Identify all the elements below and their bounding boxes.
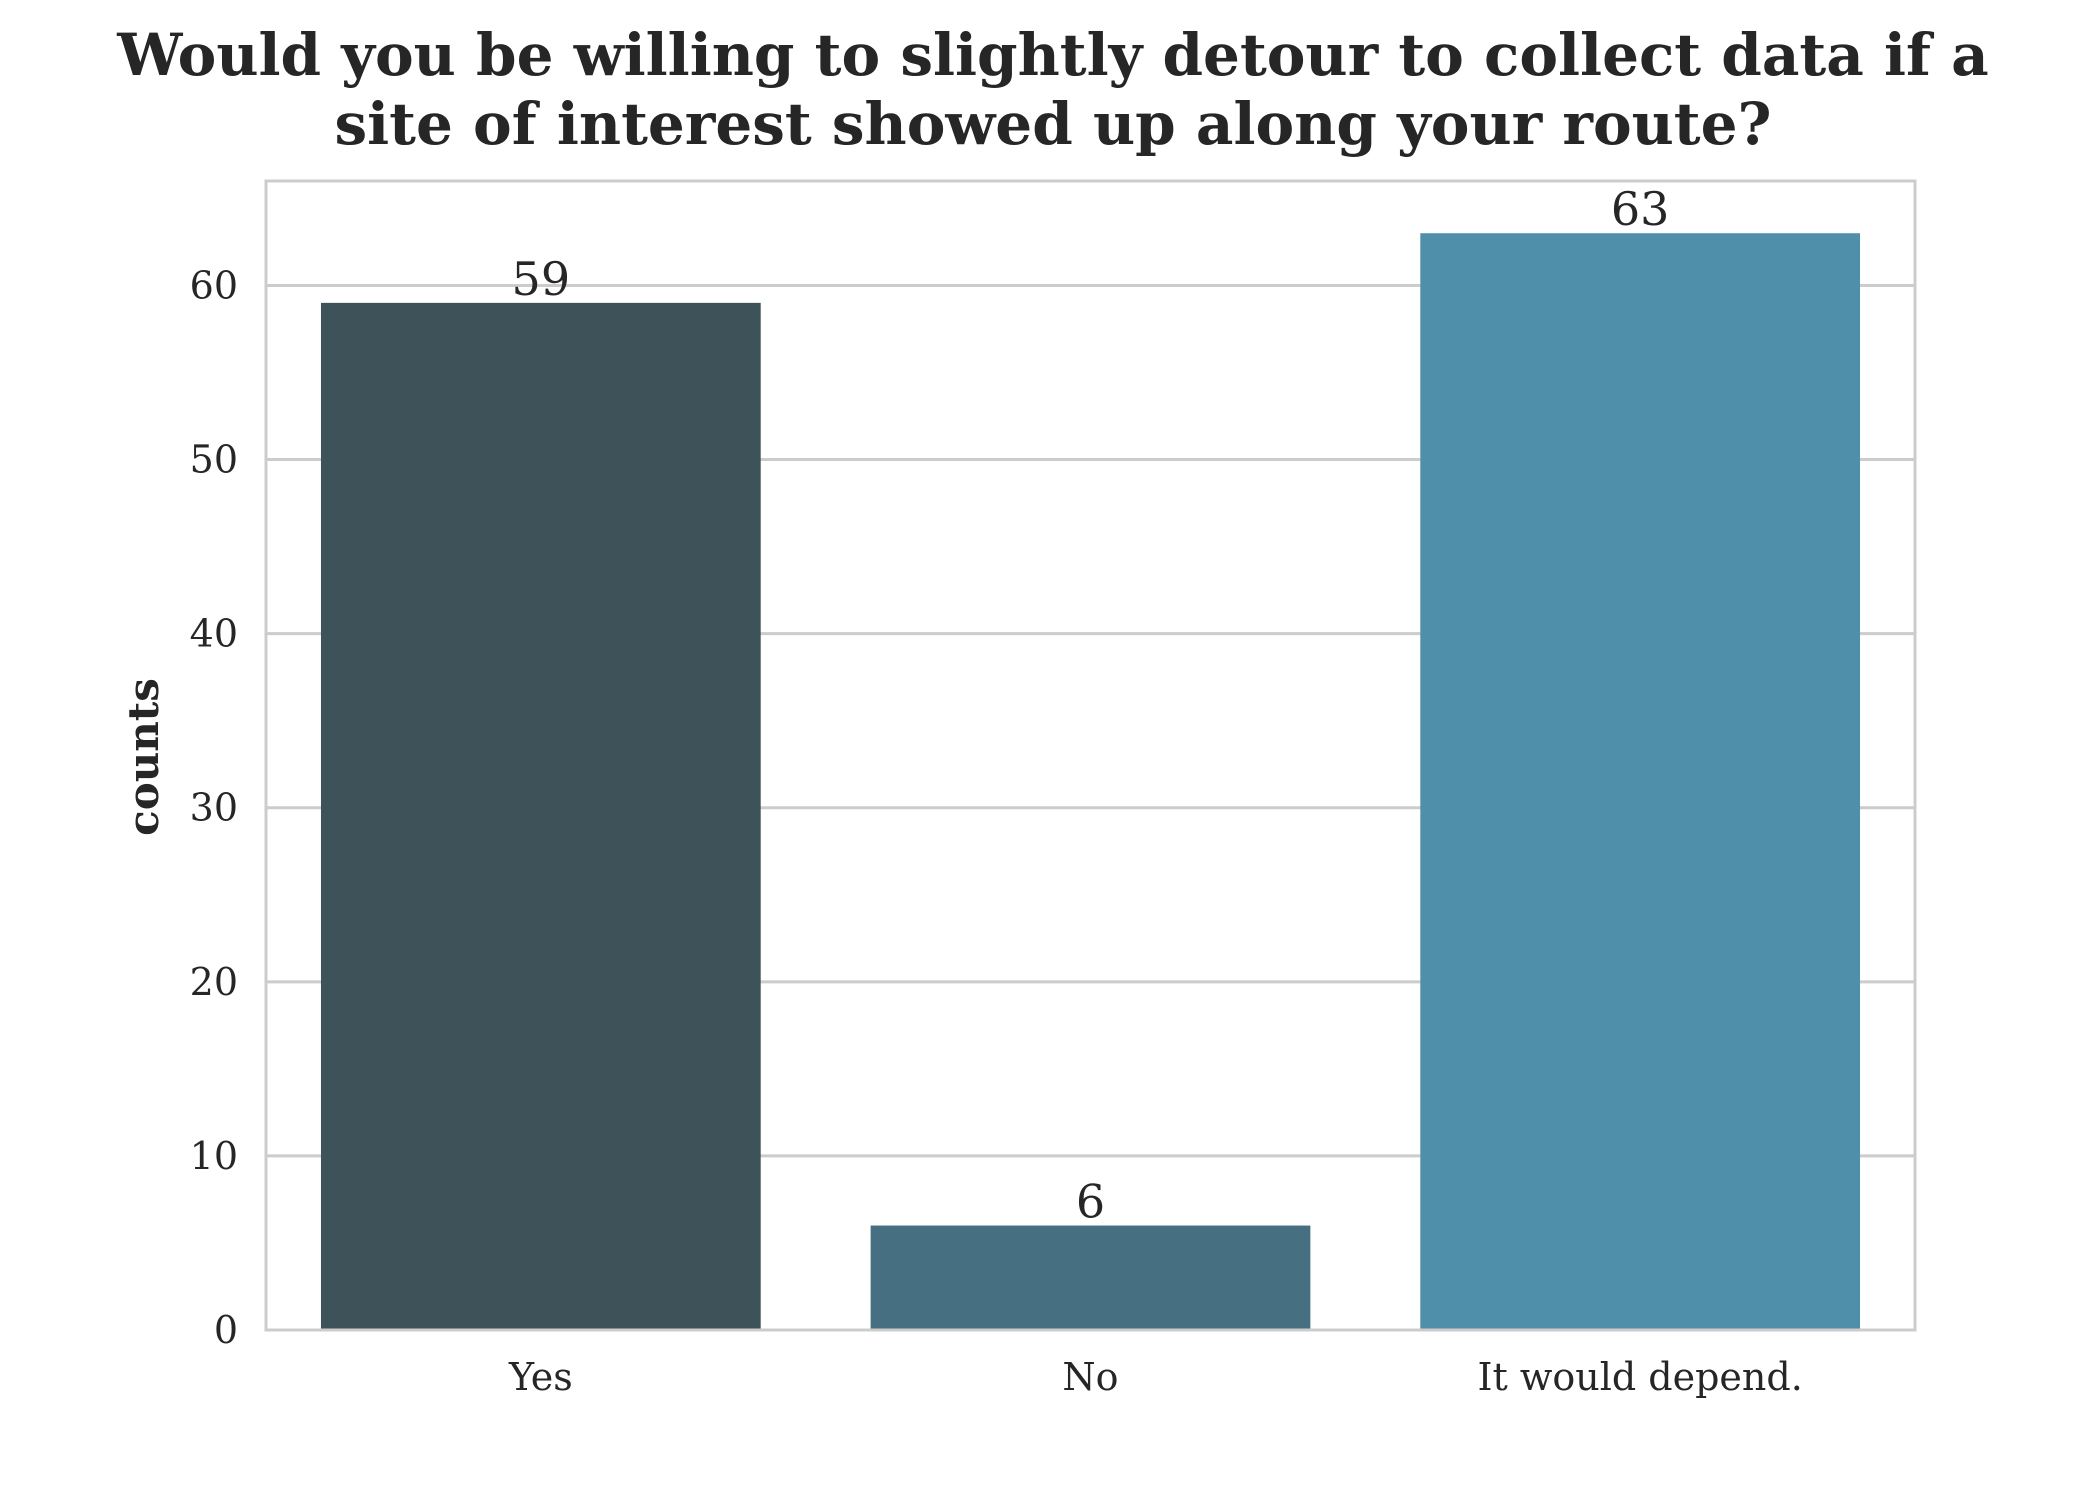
y-tick-labels: 0 10 20 30 40 50 60 [190,263,238,1352]
y-axis-label: counts [119,678,168,836]
y-tick-label-50: 50 [190,438,238,482]
y-tick-label-20: 20 [190,960,238,1004]
y-tick-label-30: 30 [190,786,238,830]
y-tick-label-0: 0 [214,1308,238,1352]
bar-0 [320,302,761,1330]
y-tick-label-40: 40 [190,612,238,656]
bar-2 [1420,233,1861,1330]
bar-1 [870,1225,1311,1330]
y-tick-label-10: 10 [190,1134,238,1178]
x-tick-label-0: Yes [508,1355,573,1399]
data-label-0: 59 [512,252,571,306]
x-tick-label-1: No [1062,1355,1118,1399]
bars [320,233,1861,1330]
y-tick-label-60: 60 [190,263,238,307]
x-tick-labels: Yes No It would depend. [508,1355,1803,1399]
x-tick-label-2: It would depend. [1478,1355,1803,1399]
plot-frame [264,179,1917,1332]
data-label-2: 63 [1611,182,1670,236]
data-label-1: 6 [1076,1175,1105,1229]
chart-title-line-1: Would you be willing to slightly detour … [116,21,1989,89]
chart-title-line-2: site of interest showed up along your ro… [334,90,1771,158]
data-labels: 59 6 63 [512,182,1670,1228]
